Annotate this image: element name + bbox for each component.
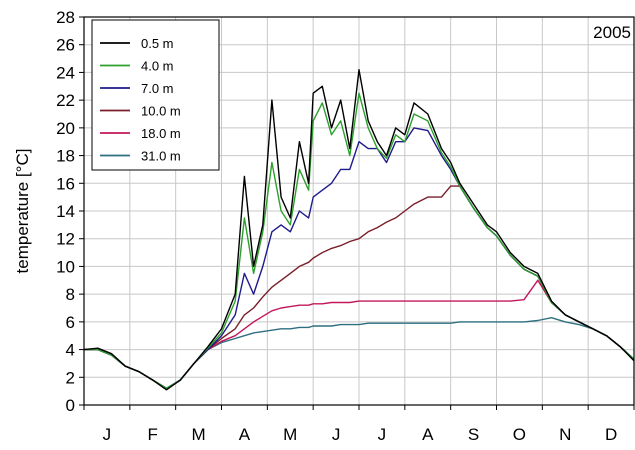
series-layer: [83, 68, 635, 391]
legend: 0.5 m 4.0 m 7.0 m 10.0 m 18.0 m 31.0 m: [91, 19, 220, 171]
y-tick-label: 6: [66, 313, 75, 332]
y-tick-label: 10: [56, 257, 75, 276]
y-tick-label: 22: [56, 91, 75, 110]
y-axis-label: temperature [°C]: [13, 149, 32, 274]
y-tick-label: 2: [66, 368, 75, 387]
x-tick-label: A: [239, 425, 251, 444]
x-tick-label: A: [422, 425, 434, 444]
y-tick-label: 0: [66, 396, 75, 415]
legend-label: 18.0 m: [141, 126, 181, 141]
x-tick-label: M: [191, 425, 205, 444]
y-tick-label: 8: [66, 285, 75, 304]
x-tick-label: S: [468, 425, 479, 444]
y-tick-label: 16: [56, 174, 75, 193]
x-tick-label: J: [378, 425, 387, 444]
y-tick-label: 12: [56, 230, 75, 249]
y-tick-label: 28: [56, 8, 75, 27]
x-tick-label: F: [148, 425, 158, 444]
year-annotation: 2005: [593, 23, 631, 42]
legend-label: 31.0 m: [141, 149, 181, 164]
y-tick-label: 24: [56, 63, 75, 82]
legend-label: 4.0 m: [141, 59, 174, 74]
x-tick-label: O: [513, 425, 526, 444]
legend-label: 7.0 m: [141, 81, 174, 96]
y-tick-label: 18: [56, 147, 75, 166]
x-tick-label: N: [559, 425, 571, 444]
y-tick-label: 26: [56, 36, 75, 55]
legend-box: [91, 19, 220, 171]
series-line: [83, 68, 635, 391]
x-tick-label: D: [605, 425, 617, 444]
x-tick-label: J: [332, 425, 341, 444]
legend-entries: 0.5 m 4.0 m 7.0 m 10.0 m 18.0 m 31.0 m: [100, 36, 181, 164]
y-tick-label: 14: [56, 202, 75, 221]
x-tick-label: J: [103, 425, 112, 444]
legend-label: 0.5 m: [141, 36, 174, 51]
x-tick-label: M: [283, 425, 297, 444]
y-tick-label: 4: [66, 341, 75, 360]
y-tick-label: 20: [56, 119, 75, 138]
legend-label: 10.0 m: [141, 104, 181, 119]
